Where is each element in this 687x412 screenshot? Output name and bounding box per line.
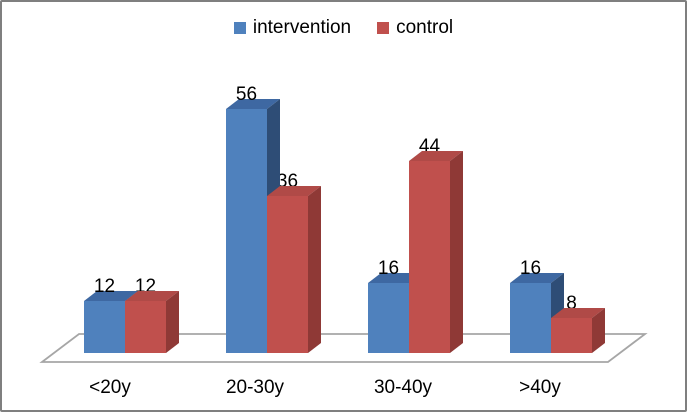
bar-control-20y-side-face — [166, 291, 179, 353]
bar-control-20y-front-face — [125, 301, 166, 353]
category-label-3040y: 30-40y — [374, 377, 433, 398]
bar-control-20y-top-face — [125, 291, 179, 301]
category-label-2030y: 20-30y — [226, 377, 285, 398]
bar-control-40y-side-face — [592, 308, 605, 353]
bar-control-2030y-top-face — [267, 186, 321, 196]
value-label-control-40y: 8 — [566, 293, 577, 314]
value-label-intervention-2030y: 56 — [236, 84, 257, 105]
bar-intervention-2030y-front-face — [226, 109, 267, 353]
bar-intervention-20y-top-face — [84, 291, 138, 301]
bar-control-3040y-front-face — [409, 161, 450, 353]
bar-intervention-20y-front-face — [84, 301, 125, 353]
legend-item-control: control — [377, 18, 453, 37]
category-label-40y: >40y — [519, 377, 561, 398]
bar-intervention-40y-top-face — [510, 273, 564, 283]
legend-label-control: control — [396, 17, 454, 38]
bar-control-3040y-top-face — [409, 151, 463, 161]
legend: intervention control — [2, 18, 685, 37]
bar-intervention-3040y-front-face — [368, 283, 409, 353]
bar-intervention-2030y-top-face — [226, 99, 280, 109]
bar-control-2030y-side-face — [308, 186, 321, 353]
category-label-20y: <20y — [89, 377, 131, 398]
value-label-intervention-20y: 12 — [94, 276, 115, 297]
value-label-intervention-3040y: 16 — [378, 258, 399, 279]
legend-swatch-intervention — [233, 21, 246, 34]
legend-swatch-control — [377, 21, 390, 34]
bar-intervention-3040y-top-face — [368, 273, 422, 283]
legend-label-intervention: intervention — [252, 17, 352, 38]
bar-control-2030y-front-face — [267, 196, 308, 353]
legend-item-intervention: intervention — [233, 17, 352, 38]
bar-control-40y-top-face — [551, 308, 605, 318]
chart-floor — [39, 333, 648, 363]
bar-control-40y-front-face — [551, 318, 592, 353]
bar-control-3040y-side-face — [450, 151, 463, 353]
value-label-intervention-40y: 16 — [520, 258, 541, 279]
bar-intervention-40y-front-face — [510, 283, 551, 353]
